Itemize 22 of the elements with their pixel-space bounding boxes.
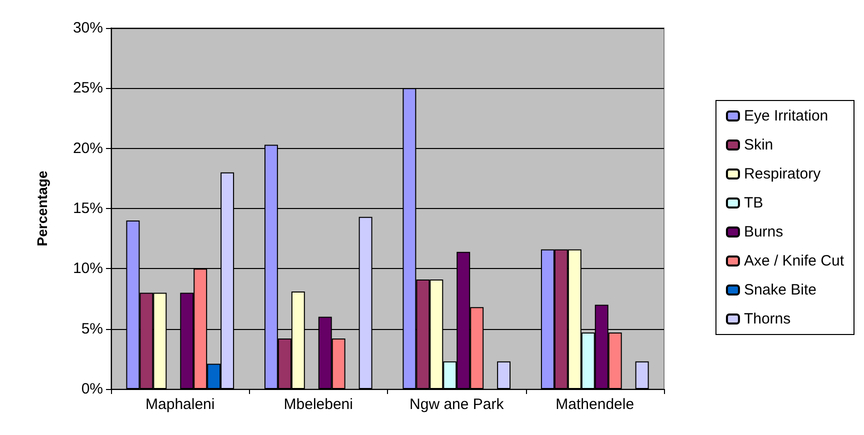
y-tick-label: 5% bbox=[81, 320, 103, 338]
x-tick-label: Maphaleni bbox=[146, 396, 215, 413]
legend-label: Skin bbox=[744, 136, 774, 154]
legend-label: Snake Bite bbox=[744, 282, 816, 298]
x-tick-label: Mathendele bbox=[556, 396, 634, 413]
bar bbox=[635, 361, 649, 389]
legend-label: Respiratory bbox=[744, 166, 822, 182]
y-axis-title: Percentage bbox=[34, 170, 50, 246]
legend-label: Burns bbox=[744, 224, 784, 240]
y-tick-label: 30% bbox=[72, 20, 103, 36]
y-tick-label: 10% bbox=[72, 260, 103, 278]
legend-label: Axe / Knife Cut bbox=[744, 252, 845, 270]
y-tick-label: 15% bbox=[72, 200, 103, 217]
bar bbox=[497, 361, 511, 389]
y-tick-label: 25% bbox=[72, 80, 103, 97]
legend-label: TB bbox=[744, 194, 764, 212]
y-tick-label: 0% bbox=[81, 380, 103, 398]
legend-label: Eye Irritation bbox=[744, 108, 828, 124]
y-tick-label: 20% bbox=[72, 140, 103, 157]
x-tick-label: Mbelebeni bbox=[284, 396, 353, 413]
x-tick-label: Ngw ane Park bbox=[410, 396, 504, 413]
legend-label: Thorns bbox=[744, 310, 791, 328]
